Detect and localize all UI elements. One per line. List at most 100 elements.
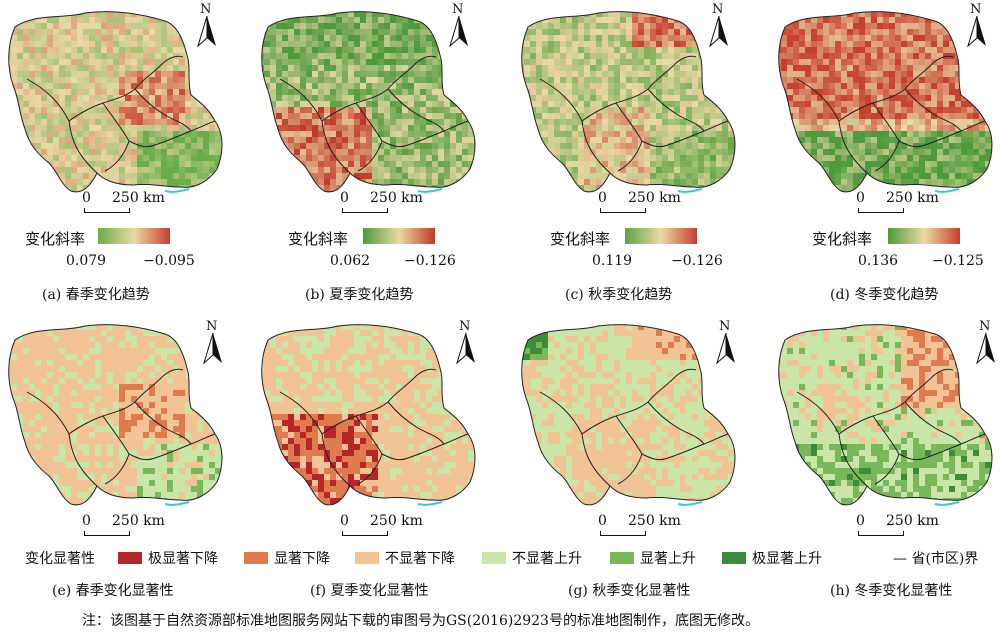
north-arrow-icon: [716, 333, 735, 365]
ramp-min-d: 0.136: [858, 253, 899, 269]
map-h-svg: [778, 324, 993, 506]
province-boundary: [872, 102, 986, 148]
north-arrow-h: N: [975, 319, 997, 365]
swatch: [355, 552, 379, 564]
region-outline: [778, 324, 993, 506]
region-outline: [8, 11, 223, 193]
province-boundary: [904, 401, 962, 445]
map-note: 注：该图基于自然资源部标准地图服务网站下载的审图号为GS(2016)2923号的…: [82, 613, 759, 629]
province-boundary: [904, 88, 962, 132]
map-g: [518, 318, 748, 508]
map-a: [5, 5, 235, 195]
map-g-svg: [521, 324, 736, 506]
region-outline: [521, 324, 736, 506]
significance-item-0: 极显著下降: [118, 548, 218, 568]
province-boundary: [539, 391, 649, 435]
map-raster: [778, 324, 992, 505]
map-h: [775, 318, 1000, 508]
north-arrow-f: N: [455, 319, 477, 365]
province-boundary: [615, 415, 729, 461]
province-boundary: [617, 140, 643, 172]
legend-title-d: 变化斜率: [812, 230, 873, 248]
province-boundary: [796, 78, 906, 122]
legend-title-c: 变化斜率: [550, 230, 611, 248]
province-boundary: [102, 102, 216, 148]
north-label: N: [200, 2, 212, 17]
coastline: [677, 501, 703, 506]
north-arrow-icon: [203, 333, 222, 365]
north-arrow-c: N: [708, 2, 730, 48]
significance-item-4: 显著上升: [610, 548, 696, 568]
map-a-svg: [8, 11, 223, 193]
map-raster: [261, 324, 475, 505]
north-label: N: [979, 319, 991, 334]
province-boundary: [872, 415, 986, 461]
province-boundary: [539, 78, 649, 122]
province-boundary: [387, 368, 437, 403]
map-c: [518, 5, 748, 195]
province-boundary: [581, 120, 611, 174]
swatch: [244, 552, 268, 564]
region-outline: [261, 11, 476, 193]
map-e: [5, 318, 235, 508]
north-label: N: [206, 319, 218, 334]
province-boundary: [647, 368, 697, 403]
province-boundary: [68, 433, 98, 487]
province-boundary: [357, 453, 383, 485]
province-boundary: [387, 401, 445, 445]
map-raster: [521, 324, 735, 505]
province-boundary: [874, 140, 900, 172]
province-boundary: [104, 453, 130, 485]
boundary-legend: — 省(市区)界: [893, 551, 979, 567]
north-arrow-e: N: [202, 319, 224, 365]
province-boundary: [838, 120, 868, 174]
ramp-max-d: −0.125: [932, 253, 984, 269]
province-boundary: [387, 55, 437, 90]
province-boundary: [355, 102, 469, 148]
north-arrow-a: N: [196, 2, 218, 48]
caption-g: (g) 秋季变化显著性: [568, 583, 691, 599]
north-label: N: [452, 2, 464, 17]
north-arrow-icon: [197, 16, 216, 48]
ramp-min-a: 0.079: [66, 253, 107, 269]
map-c-svg: [521, 11, 736, 193]
swatch: [482, 552, 506, 564]
region-outline: [8, 324, 223, 506]
significance-item-2: 不显著下降: [355, 548, 455, 568]
province-boundary: [874, 453, 900, 485]
map-e-svg: [8, 324, 223, 506]
province-boundary: [134, 55, 184, 90]
ramp-min-c: 0.119: [592, 253, 633, 269]
north-arrow-g: N: [715, 319, 737, 365]
province-boundary: [279, 78, 389, 122]
map-d-svg: [778, 11, 993, 193]
coastline: [677, 188, 703, 193]
coastline: [417, 501, 443, 506]
province-boundary: [357, 140, 383, 172]
province-boundary: [838, 433, 868, 487]
province-boundary: [134, 401, 192, 445]
region-outline: [521, 11, 736, 193]
north-label: N: [719, 319, 731, 334]
coastline: [164, 501, 190, 506]
north-arrow-b: N: [448, 2, 470, 48]
caption-f: (f) 夏季变化显著性: [310, 583, 429, 599]
province-boundary: [102, 415, 216, 461]
significance-item-3: 不显著上升: [482, 548, 582, 568]
map-raster: [8, 324, 222, 505]
north-arrow-icon: [976, 333, 995, 365]
province-boundary: [26, 391, 136, 435]
color-ramp-b: [363, 228, 435, 244]
north-arrow-icon: [967, 16, 986, 48]
north-arrow-icon: [709, 16, 728, 48]
north-label: N: [712, 2, 724, 17]
coastline: [164, 188, 190, 193]
map-f: [258, 318, 488, 508]
province-boundary: [904, 55, 954, 90]
province-boundary: [134, 368, 184, 403]
significance-legend-title: 变化显著性: [25, 551, 95, 567]
caption-h: (h) 冬季变化显著性: [830, 583, 953, 599]
significance-item-5: 极显著上升: [722, 548, 822, 568]
map-d: [775, 5, 1000, 195]
caption-d: (d) 冬季变化趋势: [830, 287, 939, 303]
